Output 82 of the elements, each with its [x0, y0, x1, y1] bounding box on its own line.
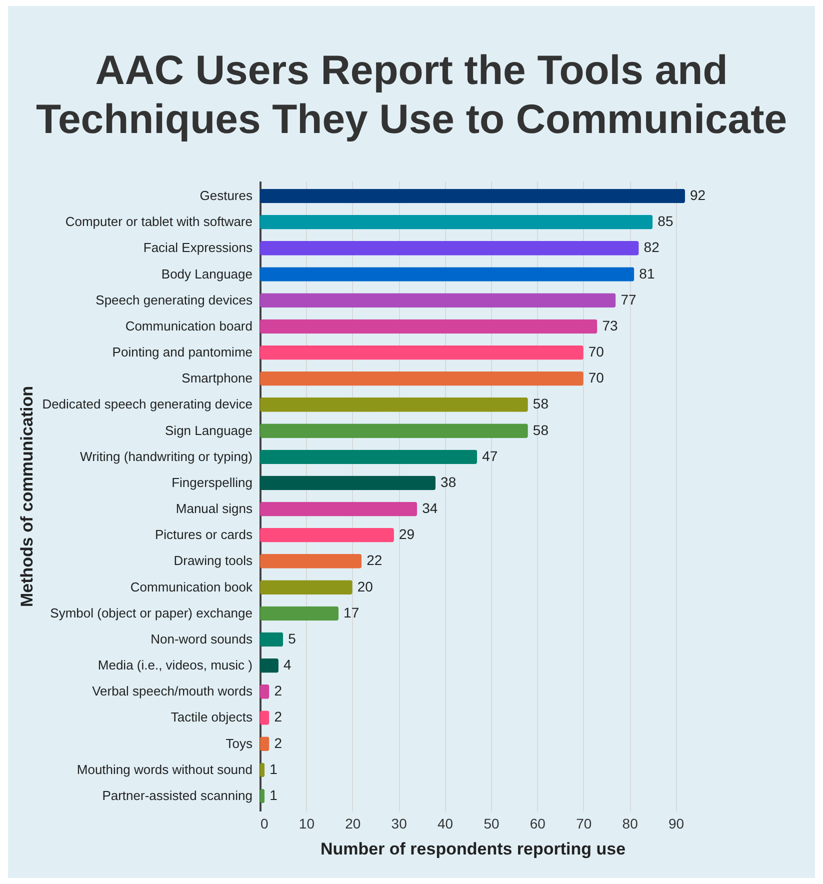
y-tick-label: Symbol (object or paper) exchange	[50, 605, 252, 620]
y-axis-title: Methods of communication	[18, 386, 36, 607]
data-label: 5	[288, 630, 296, 646]
data-label: 58	[532, 422, 549, 438]
y-tick-label: Pictures or cards	[154, 527, 253, 542]
data-label: 73	[602, 317, 618, 334]
x-tick-label: 0	[260, 816, 268, 832]
bar	[260, 476, 436, 490]
data-label: 58	[532, 396, 549, 412]
y-tick-label: Sign Language	[165, 422, 252, 438]
data-label: 2	[274, 708, 282, 725]
x-axis-title: Number of respondents reporting use	[320, 840, 626, 858]
data-label: 34	[422, 500, 438, 516]
y-tick-label: Toys	[226, 736, 253, 751]
bar	[260, 345, 584, 360]
x-tick-label: 40	[437, 816, 454, 832]
y-tick-label: Pointing and pantomime	[112, 344, 252, 360]
y-tick-label: Communication board	[125, 318, 252, 334]
y-tick-label: Verbal speech/mouth words	[92, 684, 253, 699]
data-label: 85	[658, 213, 674, 230]
data-label: 22	[366, 552, 382, 568]
data-label: 1	[270, 787, 278, 803]
bar	[260, 319, 598, 334]
data-label: 70	[588, 344, 604, 360]
x-tick-label: 80	[622, 816, 638, 832]
bar	[260, 214, 653, 230]
y-tick-label: Smartphone	[182, 370, 252, 386]
data-label: 29	[398, 526, 415, 542]
y-tick-label: Communication book	[130, 579, 253, 594]
bar	[260, 658, 278, 673]
bar	[260, 528, 394, 542]
data-label: 2	[274, 734, 282, 751]
y-tick-label: Gestures	[200, 188, 253, 203]
y-tick-label: Facial Expressions	[143, 240, 253, 256]
data-label: 1	[270, 760, 278, 777]
x-tick-label: 50	[484, 816, 500, 832]
data-label: 81	[639, 265, 655, 282]
data-label: 17	[344, 604, 360, 620]
y-tick-label: Body Language	[161, 266, 252, 282]
bar	[260, 398, 528, 412]
x-tick-label: 70	[576, 816, 592, 832]
x-tick-label: 20	[345, 816, 361, 832]
bar	[260, 188, 685, 204]
y-tick-label: Partner-assisted scanning	[102, 788, 252, 803]
data-label: 38	[440, 474, 456, 490]
y-tick-label: Dedicated speech generating device	[42, 396, 252, 412]
data-label: 20	[357, 578, 374, 594]
x-tick-label: 90	[668, 816, 684, 832]
bar	[260, 580, 352, 594]
bar	[260, 554, 362, 568]
x-tick-label: 30	[391, 816, 408, 832]
y-tick-label: Manual signs	[176, 501, 253, 516]
bar	[260, 502, 418, 516]
data-label: 77	[620, 291, 636, 308]
bar	[260, 241, 639, 256]
bar	[260, 450, 478, 464]
y-tick-label: Media (i.e., videos, music )	[98, 658, 252, 673]
data-label: 47	[482, 448, 498, 464]
y-tick-label: Mouthing words without sound	[76, 762, 252, 777]
y-tick-label: Fingerspelling	[172, 474, 252, 490]
data-label: 92	[690, 187, 706, 203]
data-label: 2	[274, 682, 282, 699]
y-tick-label: Computer or tablet with software	[65, 214, 252, 230]
data-label: 4	[283, 656, 292, 673]
x-tick-label: 60	[530, 816, 546, 832]
x-tick-label: 10	[298, 816, 315, 832]
bar	[260, 293, 616, 308]
bar	[260, 371, 584, 386]
bar	[260, 424, 528, 438]
y-tick-label: Tactile objects	[170, 710, 253, 725]
bar	[260, 267, 634, 282]
y-tick-label: Writing (handwriting or typing)	[80, 448, 252, 464]
chart-title: AAC Users Report the Tools and Techniques They Use to Communicate	[34, 46, 788, 144]
bar	[260, 606, 339, 621]
data-label: 82	[644, 239, 660, 256]
y-tick-label: Drawing tools	[174, 553, 253, 568]
y-tick-label: Speech generating devices	[96, 292, 253, 308]
bar	[260, 736, 270, 751]
y-tick-label: Non-word sounds	[150, 631, 253, 646]
data-label: 70	[588, 370, 604, 386]
bar	[260, 684, 270, 699]
bar	[260, 632, 284, 647]
